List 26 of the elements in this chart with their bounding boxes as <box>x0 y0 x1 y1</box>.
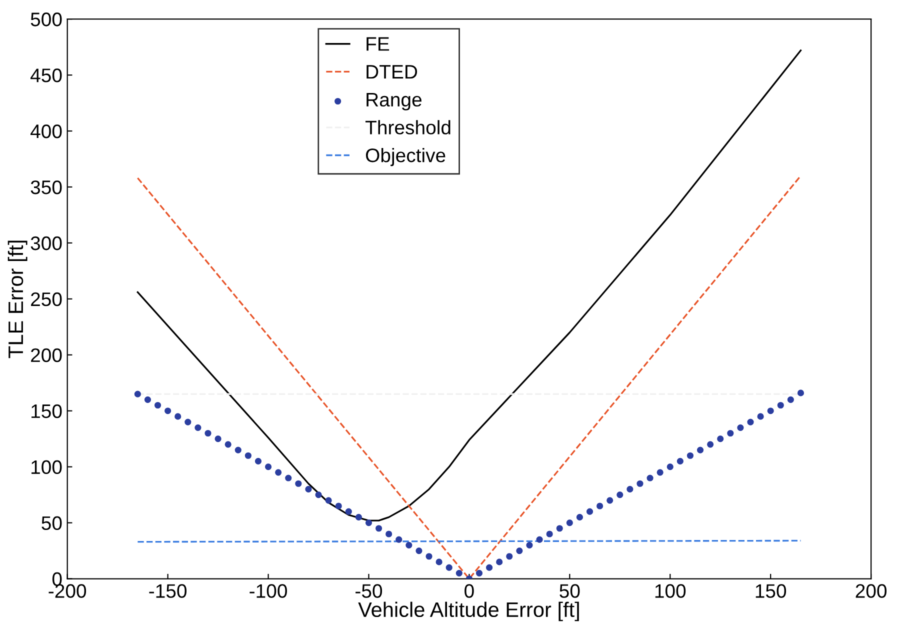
x-tick-label: 200 <box>856 584 887 598</box>
x-tick-label: 0 <box>464 584 474 598</box>
legend-label: Objective <box>366 148 446 166</box>
x-axis-title: Vehicle Altitude Error [ft] <box>358 602 579 622</box>
y-tick-label: 100 <box>32 460 62 474</box>
legend-label: Threshold <box>365 120 450 134</box>
y-tick-label: 500 <box>30 12 62 26</box>
y-tick-label: 300 <box>30 236 62 250</box>
y-tick-label: 150 <box>32 404 62 418</box>
legend-label: DTED <box>366 65 418 79</box>
legend-label: Range <box>366 92 422 110</box>
x-tick-label: -200 <box>48 584 86 598</box>
y-tick-label: 200 <box>31 348 62 362</box>
x-tick-label: -100 <box>250 584 287 598</box>
x-tick-label: 50 <box>560 584 580 598</box>
y-axis-title: TLE Error [ft] <box>8 240 28 358</box>
x-tick-label: -50 <box>356 584 382 598</box>
legend-label: FE <box>366 37 390 51</box>
y-tick-label: 450 <box>30 68 62 82</box>
y-tick-label: 50 <box>42 516 62 530</box>
x-tick-label: 150 <box>756 584 786 598</box>
y-tick-label: 350 <box>30 180 62 194</box>
y-tick-label: 250 <box>31 292 62 306</box>
x-tick-label: -150 <box>149 584 187 598</box>
x-tick-label: 100 <box>655 584 686 598</box>
y-tick-label: 400 <box>30 124 62 138</box>
